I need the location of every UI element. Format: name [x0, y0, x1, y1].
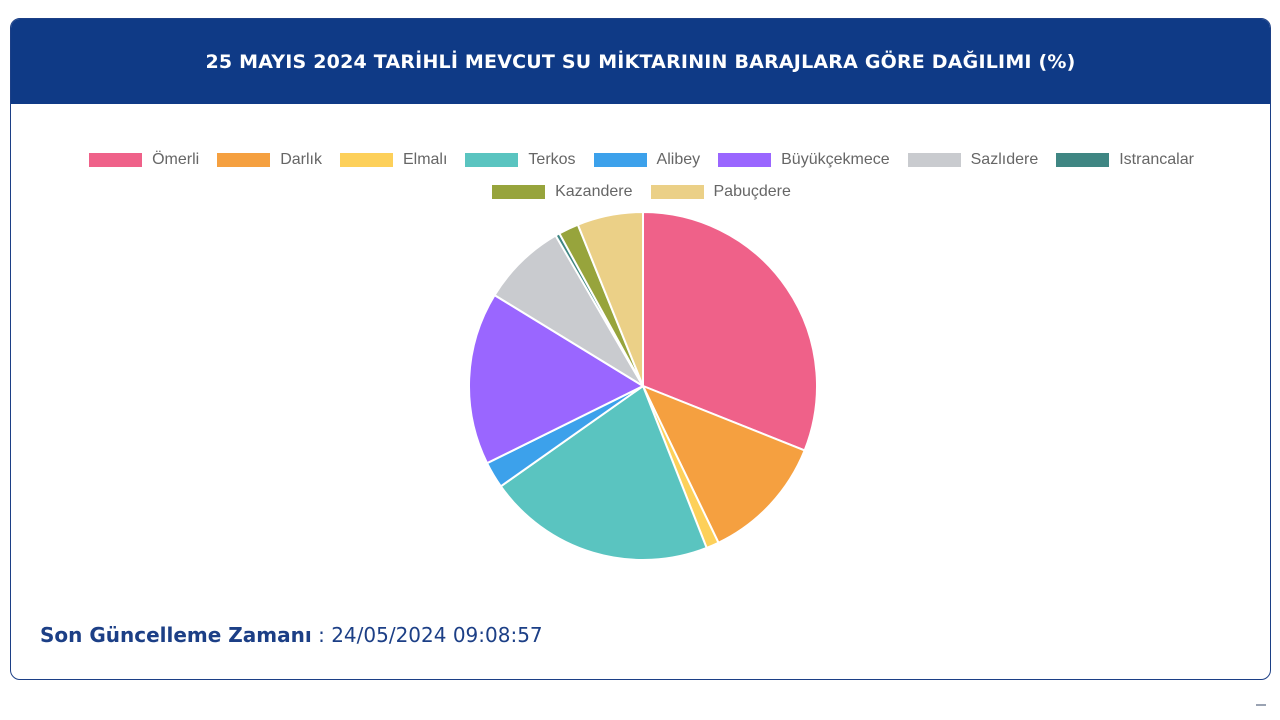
legend-swatch	[907, 153, 961, 167]
legend-item[interactable]: Pabuçdere	[650, 183, 791, 201]
last-update: Son Güncelleme Zamanı : 24/05/2024 09:08…	[40, 623, 543, 647]
legend-label: Büyükçekmece	[781, 151, 890, 168]
legend-swatch	[465, 153, 519, 167]
legend-item[interactable]: Ömerli	[89, 151, 199, 169]
chart-legend: Ömerli Darlık Elmalı Terkos Alibey Büyükçekme…	[11, 144, 1270, 208]
pie-slice-terkos[interactable]	[499, 384, 708, 561]
pie-chart	[468, 210, 818, 561]
legend-swatch	[492, 185, 546, 199]
pie-slice-ömerli[interactable]	[642, 210, 818, 452]
legend-label: Pabuçdere	[713, 183, 791, 200]
legend-label: Sazlıdere	[970, 151, 1039, 168]
chart-title: 25 MAYIS 2024 TARİHLİ MEVCUT SU MİKTARIN…	[205, 50, 1076, 73]
legend-swatch	[718, 153, 772, 167]
legend-swatch	[650, 185, 704, 199]
legend-item[interactable]: Kazandere	[492, 183, 633, 201]
legend-label: Darlık	[280, 151, 322, 168]
legend-item[interactable]: Istrancalar	[1056, 151, 1194, 169]
legend-swatch	[593, 153, 647, 167]
pie-slice-büyükçekmece[interactable]	[468, 293, 646, 465]
legend-swatch	[339, 153, 393, 167]
last-update-label: Son Güncelleme Zamanı	[40, 623, 312, 647]
legend-label: Terkos	[528, 151, 576, 168]
pie-slice-darlık[interactable]	[640, 384, 806, 545]
legend-label: Ömerli	[152, 151, 200, 168]
pie-slice-pabuçdere[interactable]	[576, 210, 644, 387]
legend-item[interactable]: Sazlıdere	[907, 151, 1039, 169]
legend-label: Istrancalar	[1119, 151, 1194, 168]
legend-label: Alibey	[656, 151, 701, 168]
legend-row: Kazandere Pabuçdere	[11, 176, 1270, 208]
legend-item[interactable]: Elmalı	[339, 151, 448, 169]
legend-swatch	[89, 153, 143, 167]
legend-item[interactable]: Alibey	[593, 151, 701, 169]
legend-item[interactable]: Terkos	[465, 151, 576, 169]
legend-swatch	[1056, 153, 1110, 167]
legend-label: Kazandere	[555, 183, 633, 200]
card-header: 25 MAYIS 2024 TARİHLİ MEVCUT SU MİKTARIN…	[11, 19, 1270, 104]
legend-item[interactable]: Darlık	[217, 151, 322, 169]
last-update-separator: :	[311, 623, 332, 647]
legend-label: Elmalı	[402, 151, 448, 168]
chart-card: 25 MAYIS 2024 TARİHLİ MEVCUT SU MİKTARIN…	[10, 18, 1271, 680]
scroll-indicator	[1256, 704, 1266, 706]
legend-row: Ömerli Darlık Elmalı Terkos Alibey Büyükçekme…	[11, 144, 1270, 176]
legend-swatch	[217, 153, 271, 167]
legend-item[interactable]: Büyükçekmece	[718, 151, 890, 169]
last-update-value: 24/05/2024 09:08:57	[331, 623, 543, 647]
